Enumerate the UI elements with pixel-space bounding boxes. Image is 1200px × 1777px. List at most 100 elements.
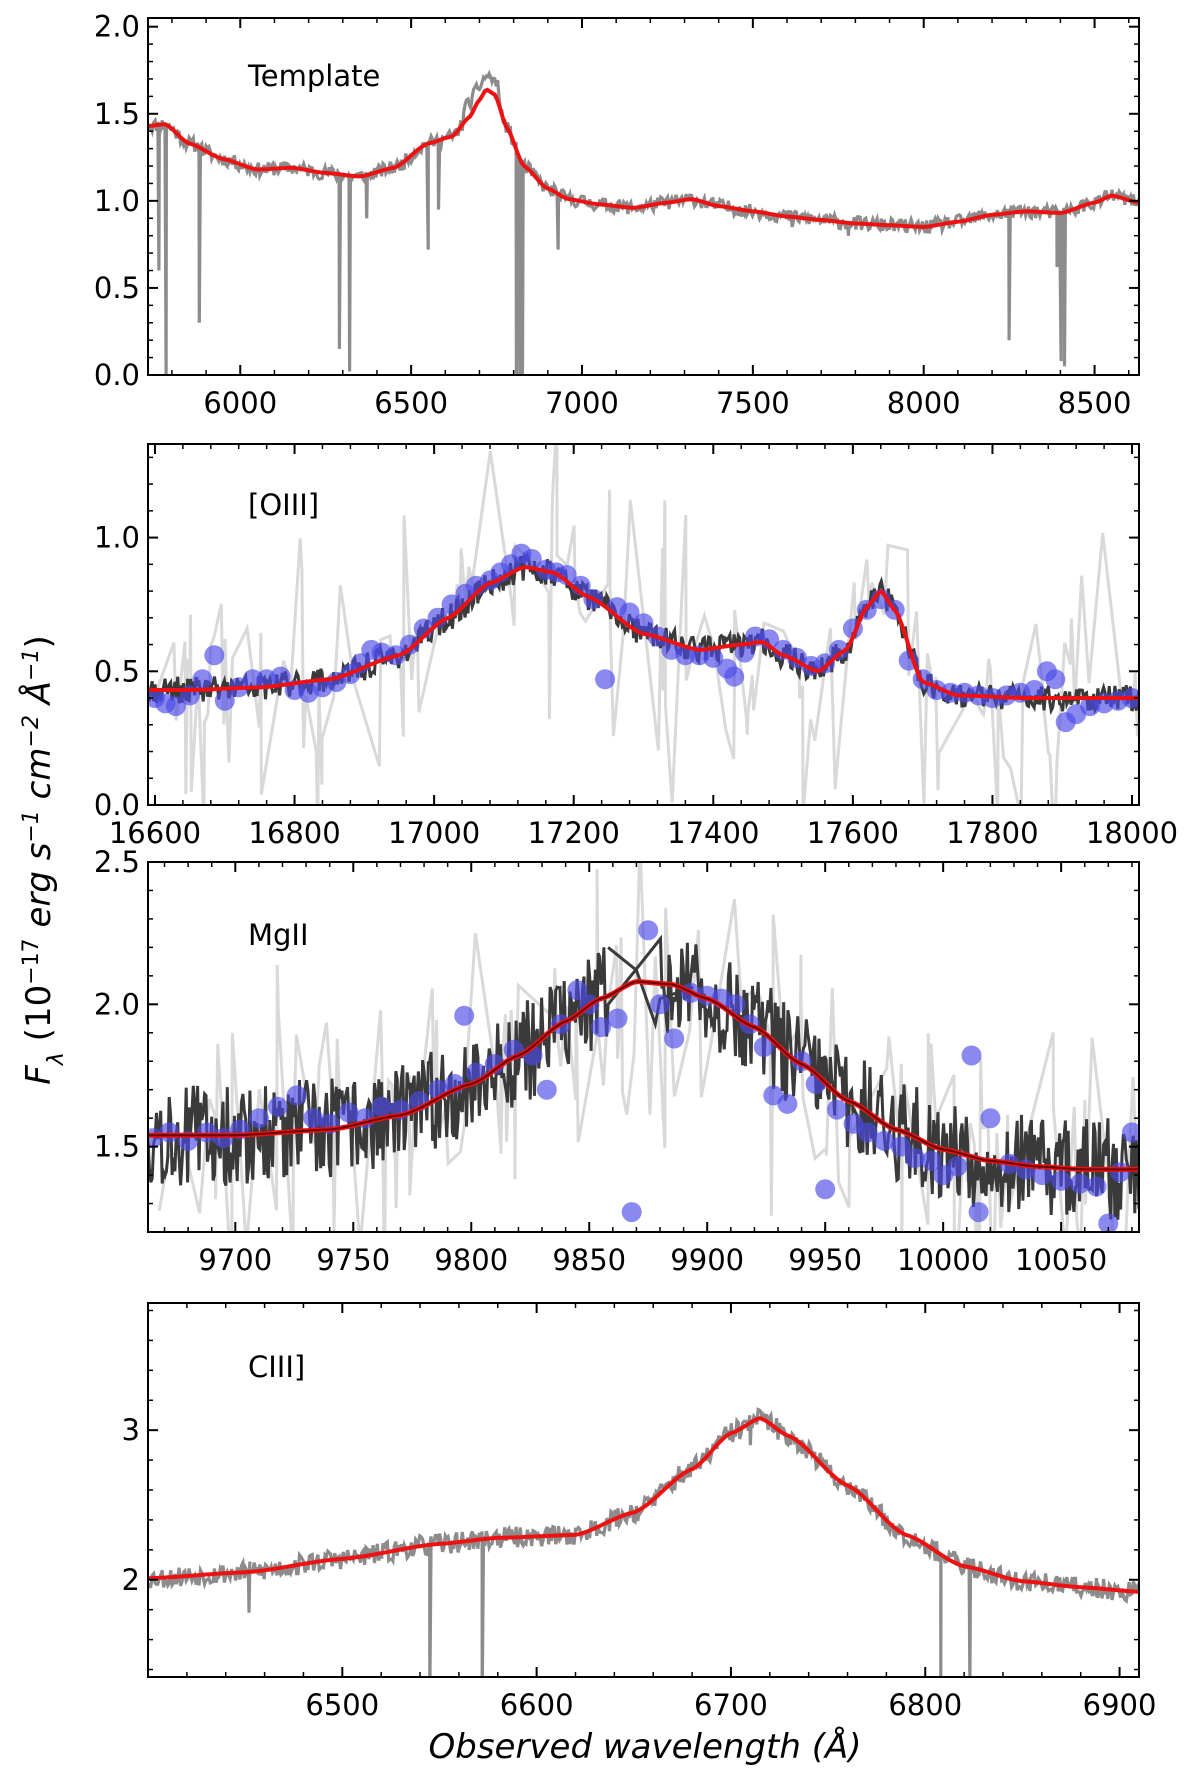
y-tick-label: 0.5 — [94, 271, 140, 305]
data-point — [828, 639, 849, 660]
data-point — [650, 994, 670, 1015]
data-point — [734, 642, 755, 663]
data-point — [454, 1005, 475, 1026]
data-point — [703, 647, 724, 668]
data-point — [961, 1045, 982, 1066]
data-point — [441, 594, 462, 615]
data-point — [638, 920, 659, 941]
y-tick-label: 0.5 — [94, 654, 140, 688]
panel-title: MgII — [248, 918, 309, 952]
data-point — [633, 613, 654, 634]
panel-4: 6500 6600 6700 6800 6900 2 3 CIII] — [122, 1302, 1157, 1722]
data-point — [664, 1028, 685, 1049]
x-tick-label: 6700 — [694, 1688, 768, 1722]
y-tick-label: 2.0 — [94, 10, 140, 44]
data-point — [827, 1099, 847, 1120]
x-tick-label: 6600 — [500, 1688, 574, 1722]
data-point — [303, 1108, 324, 1129]
panel-title: CIII] — [248, 1350, 305, 1384]
x-tick-label: 9700 — [198, 1243, 272, 1277]
data-point — [270, 666, 291, 687]
data-point — [1045, 669, 1066, 690]
data-point — [159, 1122, 180, 1143]
x-tick-label: 9750 — [316, 1243, 390, 1277]
observed-spectrum — [148, 69, 1139, 375]
data-point — [725, 994, 746, 1015]
data-point — [248, 1108, 269, 1129]
data-point — [1110, 1162, 1131, 1183]
data-point — [399, 634, 420, 655]
data-point — [1032, 1165, 1053, 1186]
x-tick-label: 6800 — [888, 1688, 962, 1722]
plot-area — [148, 1407, 1139, 1677]
data-point — [621, 1202, 642, 1223]
data-point — [1098, 1213, 1119, 1232]
axes-frame — [147, 443, 1140, 806]
data-point — [904, 1148, 925, 1168]
data-point — [619, 602, 640, 623]
x-tick-label: 17200 — [528, 816, 620, 850]
x-tick-label: 7500 — [716, 386, 790, 420]
y-tick-label: 3 — [122, 1413, 140, 1447]
data-point — [371, 1096, 392, 1117]
y-tick-label: 2.0 — [94, 987, 140, 1021]
x-tick-label: 16600 — [109, 816, 201, 850]
data-point — [286, 1085, 307, 1106]
data-point — [595, 669, 616, 690]
y-axis-label: Fλ (10−17 erg s−1 cm−2 Å−1) — [18, 635, 69, 1084]
plot-area — [148, 862, 1139, 1232]
data-point — [968, 1202, 989, 1223]
data-point — [874, 1130, 895, 1151]
data-point — [214, 690, 235, 711]
data-point — [1024, 680, 1045, 700]
x-tick-label: 16800 — [248, 816, 340, 850]
data-point — [536, 1079, 557, 1100]
model-fit — [148, 1416, 1139, 1594]
x-tick-label: 9850 — [552, 1243, 626, 1277]
data-point — [591, 1017, 611, 1038]
data-point — [192, 669, 213, 690]
x-tick-label: 6000 — [203, 386, 277, 420]
data-point — [607, 1008, 628, 1029]
axes-frame — [147, 17, 1140, 376]
x-tick-label: 8000 — [887, 386, 961, 420]
data-point — [204, 645, 225, 666]
data-point — [1086, 1176, 1107, 1197]
x-tick-label: 17000 — [388, 816, 480, 850]
data-point — [815, 1179, 836, 1200]
data-point — [724, 666, 745, 687]
axes-frame — [147, 861, 1140, 1233]
data-point — [165, 696, 186, 717]
x-tick-label: 10050 — [1015, 1243, 1107, 1277]
x-tick-label: 9800 — [434, 1243, 508, 1277]
x-tick-label: 17400 — [667, 816, 759, 850]
model-fit — [148, 87, 1139, 230]
data-point — [753, 1037, 774, 1057]
x-tick-label: 9950 — [788, 1243, 862, 1277]
x-tick-label: 7000 — [545, 386, 619, 420]
data-point — [567, 980, 588, 1001]
model-fit — [148, 565, 1139, 700]
plot-area — [148, 69, 1139, 375]
y-tick-label: 0.0 — [94, 788, 140, 822]
observed-spectrum — [148, 1407, 1139, 1677]
y-tick-label: 1.0 — [94, 521, 140, 555]
data-point — [1121, 1122, 1139, 1143]
data-point — [777, 1093, 798, 1114]
panels-group: 6000 6500 7000 7500 8000 8500 0.0 0.5 1.0 1.5 2.0 T… — [94, 10, 1178, 1722]
data-point — [675, 645, 696, 666]
panel-1: 6000 6500 7000 7500 8000 8500 0.0 0.5 1.0 1.5 2.0 T… — [94, 10, 1140, 420]
x-tick-label: 6500 — [374, 386, 448, 420]
data-point — [521, 549, 542, 569]
panel-2: 16600 16800 17000 17200 17400 17600 17800 18000… — [94, 443, 1178, 850]
data-point — [556, 565, 577, 585]
data-point — [921, 1150, 942, 1171]
x-tick-label: 6900 — [1083, 1688, 1157, 1722]
x-tick-label: 6500 — [305, 1688, 379, 1722]
y-tick-label: 2 — [122, 1563, 140, 1597]
data-point — [267, 1096, 288, 1117]
data-point — [980, 1108, 1001, 1129]
data-point — [947, 1156, 968, 1177]
x-tick-label: 9900 — [670, 1243, 744, 1277]
